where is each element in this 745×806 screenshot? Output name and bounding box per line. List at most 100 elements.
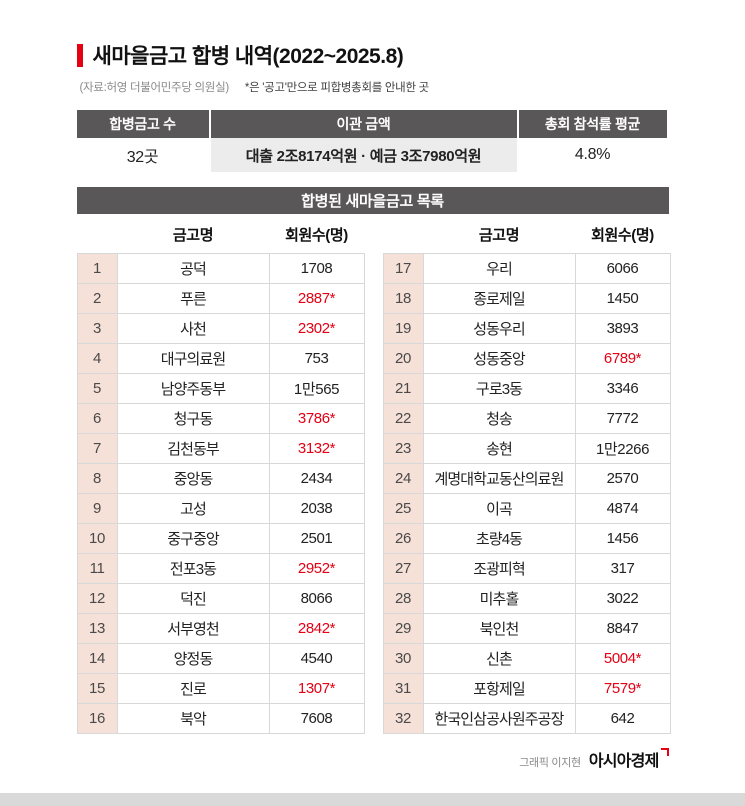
row-number: 9: [76, 493, 118, 524]
row-number: 28: [382, 583, 424, 614]
table-row: 1 공덕 1708: [76, 253, 365, 284]
source-text: (자료:허영 더불어민주당 의원실): [79, 82, 230, 94]
geumgo-name: 전포3동: [116, 553, 270, 584]
table-row: 24 계명대학교동산의료원 2570: [382, 463, 671, 494]
list-title-bar: 합병된 새마을금고 목록: [76, 187, 669, 214]
row-number: 14: [76, 643, 118, 674]
member-count: 8847: [574, 613, 671, 644]
member-count: 3022: [574, 583, 671, 614]
content-area: 새마을금고 합병 내역(2022~2025.8) (자료:허영 더불어민주당 의…: [76, 0, 671, 771]
column-header-row: 금고명 회원수(명): [383, 214, 670, 254]
table-row: 19 성동우리 3893: [382, 313, 671, 344]
member-count: 1708: [268, 253, 365, 284]
table-row: 6 청구동 3786*: [76, 403, 365, 434]
table-row: 27 조광피혁 317: [382, 553, 671, 584]
row-number: 15: [76, 673, 118, 704]
row-number: 18: [382, 283, 424, 314]
row-number: 19: [382, 313, 424, 344]
member-count: 7579*: [574, 673, 671, 704]
member-count: 2302*: [268, 313, 365, 344]
geumgo-name: 이곡: [422, 493, 576, 524]
row-number: 24: [382, 463, 424, 494]
col-header-name: 금고명: [117, 214, 269, 254]
row-number: 1: [76, 253, 118, 284]
member-count: 1450: [574, 283, 671, 314]
row-number: 12: [76, 583, 118, 614]
col-header-members: 회원수(명): [269, 214, 364, 254]
member-count: 6066: [574, 253, 671, 284]
row-number: 30: [382, 643, 424, 674]
brand-text: 아시아경제: [588, 753, 659, 770]
merger-tables: 금고명 회원수(명) 1 공덕 1708 2 푸른 2887* 3 사천 2302* 4 대구의료원…: [76, 214, 671, 734]
table-row: 18 종로제일 1450: [382, 283, 671, 314]
member-count: 2434: [268, 463, 365, 494]
member-count: 7608: [268, 703, 365, 734]
row-number: 11: [76, 553, 118, 584]
table-row: 16 북악 7608: [76, 703, 365, 734]
geumgo-name: 성동우리: [422, 313, 576, 344]
bottom-gray-bar: [0, 793, 745, 806]
row-number: 17: [382, 253, 424, 284]
geumgo-name: 종로제일: [422, 283, 576, 314]
table-row: 22 청송 7772: [382, 403, 671, 434]
summary-header-transferred-amount: 이관 금액: [210, 110, 517, 138]
member-count: 3893: [574, 313, 671, 344]
member-count: 2842*: [268, 613, 365, 644]
row-number: 6: [76, 403, 118, 434]
col-header-name: 금고명: [423, 214, 575, 254]
table-row: 20 성동중앙 6789*: [382, 343, 671, 374]
member-count: 2038: [268, 493, 365, 524]
geumgo-name: 진로: [116, 673, 270, 704]
credit-row: 그래픽 이지현 아시아경제: [77, 747, 669, 771]
row-number: 21: [382, 373, 424, 404]
row-number: 2: [76, 283, 118, 314]
table-row: 28 미추홀 3022: [382, 583, 671, 614]
geumgo-name: 송현: [422, 433, 576, 464]
row-number: 13: [76, 613, 118, 644]
member-count: 3786*: [268, 403, 365, 434]
geumgo-name: 계명대학교동산의료원: [422, 463, 576, 494]
row-number: 22: [382, 403, 424, 434]
geumgo-name: 중구중앙: [116, 523, 270, 554]
row-number: 4: [76, 343, 118, 374]
title-row: 새마을금고 합병 내역(2022~2025.8): [76, 40, 669, 70]
table-row: 13 서부영천 2842*: [76, 613, 365, 644]
table-row: 26 초량4동 1456: [382, 523, 671, 554]
geumgo-name: 사천: [116, 313, 270, 344]
table-row: 7 김천동부 3132*: [76, 433, 365, 464]
column-header-row: 금고명 회원수(명): [77, 214, 364, 254]
row-number: 20: [382, 343, 424, 374]
geumgo-name: 구로3동: [422, 373, 576, 404]
row-number: 3: [76, 313, 118, 344]
geumgo-name: 북악: [116, 703, 270, 734]
col-header-spacer: [77, 214, 117, 254]
subtitle-row: (자료:허영 더불어민주당 의원실) *은 '공고'만으로 피합병총회를 안내한…: [80, 79, 669, 95]
geumgo-name: 서부영천: [116, 613, 270, 644]
table-row: 10 중구중앙 2501: [76, 523, 365, 554]
summary-value-transferred-amount: 대출 2조8174억원 · 예금 3조7980억원: [210, 138, 517, 172]
member-count: 1만2266: [574, 433, 671, 464]
member-count: 2887*: [268, 283, 365, 314]
table-row: 17 우리 6066: [382, 253, 671, 284]
table-row: 12 덕진 8066: [76, 583, 365, 614]
member-count: 2952*: [268, 553, 365, 584]
geumgo-name: 남양주동부: [116, 373, 270, 404]
member-count: 2570: [574, 463, 671, 494]
member-count: 4874: [574, 493, 671, 524]
table-row: 30 신촌 5004*: [382, 643, 671, 674]
table-row: 11 전포3동 2952*: [76, 553, 365, 584]
row-number: 29: [382, 613, 424, 644]
member-count: 8066: [268, 583, 365, 614]
table-row: 8 중앙동 2434: [76, 463, 365, 494]
member-count: 1307*: [268, 673, 365, 704]
geumgo-name: 대구의료원: [116, 343, 270, 374]
merger-table-right: 금고명 회원수(명) 17 우리 6066 18 종로제일 1450 19 성동우리 3893 2…: [382, 214, 671, 734]
table-row: 3 사천 2302*: [76, 313, 365, 344]
table-row: 4 대구의료원 753: [76, 343, 365, 374]
row-number: 5: [76, 373, 118, 404]
col-header-spacer: [383, 214, 423, 254]
geumgo-name: 미추홀: [422, 583, 576, 614]
member-count: 1만565: [268, 373, 365, 404]
member-count: 3132*: [268, 433, 365, 464]
summary-value-attendance-rate: 4.8%: [574, 146, 611, 163]
